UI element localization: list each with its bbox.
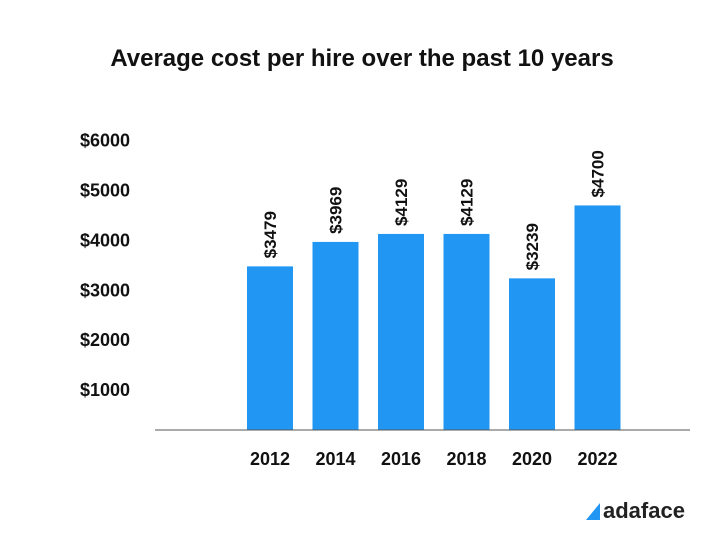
x-tick-label: 2022: [577, 449, 617, 469]
data-label: $4129: [392, 179, 411, 226]
y-tick-label: $4000: [80, 230, 130, 250]
y-tick-label: $1000: [80, 380, 130, 400]
y-tick-label: $5000: [80, 180, 130, 200]
brand-name: adaface: [603, 498, 685, 523]
x-axis: 2012 2014 2016 2018 2020 2022: [250, 449, 618, 469]
x-tick-label: 2020: [512, 449, 552, 469]
brand-logo: adaface: [586, 498, 685, 523]
bar: [574, 205, 621, 430]
y-tick-label: $3000: [80, 280, 130, 300]
x-tick-label: 2016: [381, 449, 421, 469]
adaface-logo-icon: [586, 503, 600, 520]
y-axis: $1000 $2000 $3000 $4000 $5000 $6000: [80, 131, 130, 400]
data-label: $4129: [458, 179, 477, 226]
data-label: $3969: [327, 187, 346, 234]
x-tick-label: 2014: [315, 449, 355, 469]
data-label: $4700: [589, 150, 608, 197]
bars-group: [247, 205, 621, 430]
x-tick-label: 2012: [250, 449, 290, 469]
chart-title: Average cost per hire over the past 10 y…: [110, 45, 613, 72]
bar: [378, 233, 424, 430]
bar: [443, 233, 490, 430]
y-tick-label: $2000: [80, 330, 130, 350]
y-tick-label: $6000: [80, 131, 130, 151]
bar: [509, 278, 555, 430]
bar: [312, 241, 359, 430]
data-labels-group: $3479 $3969 $4129 $4129 $3239 $4700: [261, 150, 608, 270]
data-label: $3479: [261, 211, 280, 258]
x-tick-label: 2018: [446, 449, 486, 469]
data-label: $3239: [523, 223, 542, 270]
bar: [247, 266, 293, 430]
